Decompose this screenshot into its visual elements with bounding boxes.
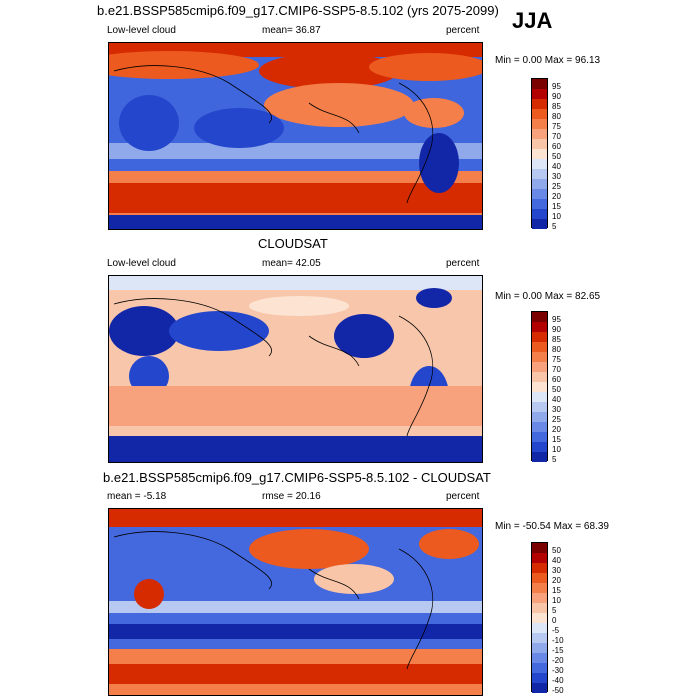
season-label: JJA: [512, 8, 553, 33]
tick: 75: [552, 122, 561, 131]
panel1-title: b.e21.BSSP585cmip6.f09_g17.CMIP6-SSP5-8.…: [97, 3, 499, 18]
panel2-variable: Low-level cloud: [107, 258, 176, 269]
tick: 40: [552, 556, 561, 565]
tick: -20: [552, 656, 564, 665]
tick: 15: [552, 435, 561, 444]
panel1-minmax: Min = 0.00 Max = 96.13: [495, 55, 601, 66]
tick: 5: [552, 455, 557, 464]
tick: 95: [552, 315, 561, 324]
tick: 10: [552, 596, 561, 605]
panel3-title: b.e21.BSSP585cmip6.f09_g17.CMIP6-SSP5-8.…: [103, 470, 491, 485]
tick: 95: [552, 82, 561, 91]
tick: 5: [552, 222, 557, 231]
tick: -15: [552, 646, 564, 655]
panel1-mean: mean= 36.87: [262, 25, 321, 36]
tick: 20: [552, 192, 561, 201]
tick: 40: [552, 162, 561, 171]
panel3-map: [108, 508, 483, 696]
panel3-mean: mean = -5.18: [107, 491, 167, 502]
panel1-map: [108, 42, 483, 230]
panel3-colorbar-labels: 50 40 30 20 15 10 5 0 -5 -10 -15 -20 -30…: [552, 546, 582, 695]
tick: 20: [552, 576, 561, 585]
panel2-colorbar: [531, 311, 548, 462]
tick: -40: [552, 676, 564, 685]
tick: -10: [552, 636, 564, 645]
tick: 15: [552, 202, 561, 211]
panel2-minmax: Min = 0.00 Max = 82.65: [495, 291, 601, 302]
tick: 25: [552, 415, 561, 424]
tick: 0: [552, 616, 557, 625]
tick: 10: [552, 445, 561, 454]
tick: 80: [552, 345, 561, 354]
tick: -30: [552, 666, 564, 675]
panel1-units: percent: [446, 25, 480, 36]
tick: 85: [552, 335, 561, 344]
tick: 50: [552, 152, 561, 161]
tick: 30: [552, 405, 561, 414]
tick: 50: [552, 546, 561, 555]
panel3-colorbar: [531, 542, 548, 693]
panel2-units: percent: [446, 258, 480, 269]
tick: 85: [552, 102, 561, 111]
panel1-variable: Low-level cloud: [107, 25, 176, 36]
tick: 70: [552, 132, 561, 141]
tick: 90: [552, 92, 561, 101]
tick: 70: [552, 365, 561, 374]
panel3-rmse: rmse = 20.16: [262, 491, 321, 502]
panel3-minmax: Min = -50.54 Max = 68.39: [495, 521, 609, 532]
tick: -50: [552, 686, 564, 695]
tick: 50: [552, 385, 561, 394]
panel3-units: percent: [446, 491, 480, 502]
tick: 40: [552, 395, 561, 404]
panel2-mean: mean= 42.05: [262, 258, 321, 269]
tick: 60: [552, 142, 561, 151]
tick: 90: [552, 325, 561, 334]
tick: 5: [552, 606, 557, 615]
panel2-title: CLOUDSAT: [258, 236, 328, 251]
tick: 75: [552, 355, 561, 364]
tick: -5: [552, 626, 560, 635]
panel1-colorbar: [531, 78, 548, 229]
tick: 60: [552, 375, 561, 384]
tick: 15: [552, 586, 561, 595]
tick: 20: [552, 425, 561, 434]
panel1-colorbar-labels: 95 90 85 80 75 70 60 50 40 30 25 20 15 1…: [552, 82, 582, 231]
tick: 80: [552, 112, 561, 121]
panel2-map: [108, 275, 483, 463]
tick: 30: [552, 172, 561, 181]
panel2-colorbar-labels: 95 90 85 80 75 70 60 50 40 30 25 20 15 1…: [552, 315, 582, 464]
tick: 10: [552, 212, 561, 221]
tick: 25: [552, 182, 561, 191]
tick: 30: [552, 566, 561, 575]
